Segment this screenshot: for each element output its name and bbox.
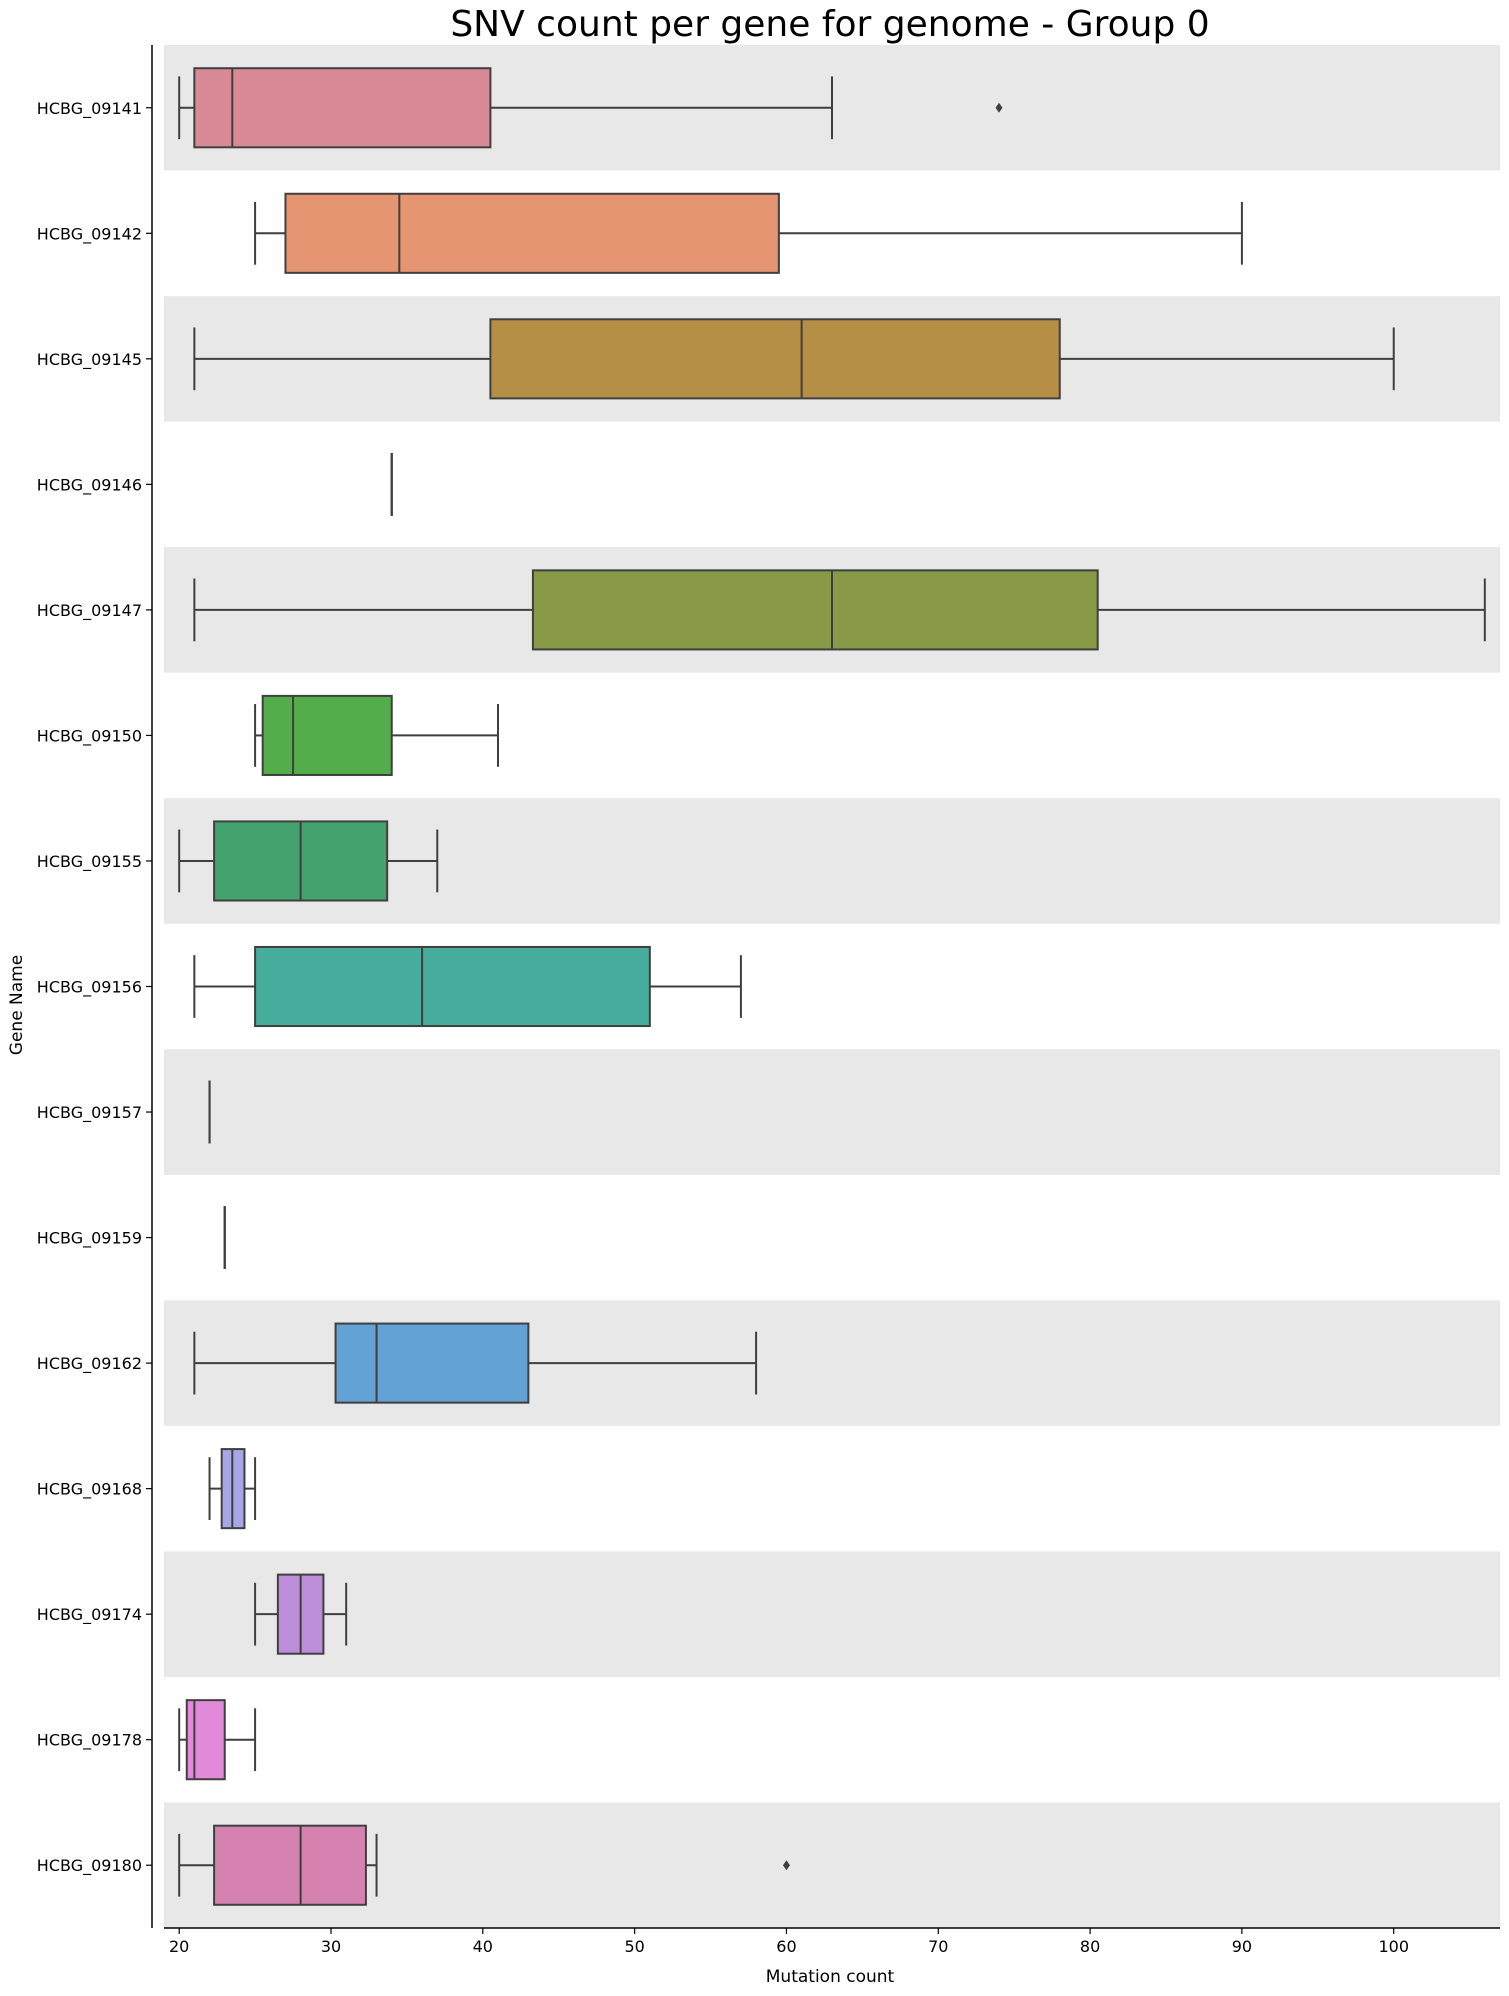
y-tick-label: HCBG_09168 (37, 1480, 142, 1500)
x-tick-label: 80 (1080, 1937, 1100, 1956)
y-tick-label: HCBG_09141 (37, 99, 142, 119)
box-hcbg-09147 (193, 569, 1486, 651)
box-iqr (334, 1322, 530, 1404)
x-tick-label: 50 (624, 1937, 644, 1956)
box-iqr (193, 67, 492, 149)
box-iqr (284, 192, 780, 274)
box-hcbg-09156 (193, 945, 742, 1028)
y-axis-label: Gene Name (7, 955, 27, 1055)
outlier-point (782, 1860, 790, 1871)
row-bands (164, 45, 1500, 1928)
y-tick-label: HCBG_09156 (37, 978, 142, 998)
x-tick-label: 60 (776, 1937, 796, 1956)
y-tick-label: HCBG_09180 (37, 1856, 142, 1876)
y-tick-label: HCBG_09145 (37, 350, 142, 370)
y-tick-label: HCBG_09147 (37, 601, 142, 621)
box-hcbg-09180 (178, 1824, 790, 1906)
box-hcbg-09162 (193, 1322, 758, 1404)
outlier-point (995, 102, 1003, 113)
box-hcbg-09174 (254, 1573, 348, 1655)
box-iqr (489, 318, 1061, 400)
box-hcbg-09178 (178, 1699, 257, 1781)
box-iqr (531, 569, 1099, 651)
box-iqr (254, 945, 651, 1028)
y-tick-label: HCBG_09174 (37, 1605, 142, 1625)
box-hcbg-09142 (254, 192, 1243, 274)
y-tick-label: HCBG_09162 (37, 1354, 142, 1374)
box-iqr (261, 694, 393, 776)
chart-title: SNV count per gene for genome - Group 0 (450, 4, 1209, 45)
row-band (164, 1049, 1500, 1175)
y-tick-label: HCBG_09146 (37, 475, 142, 495)
x-tick-label: 90 (1232, 1937, 1252, 1956)
y-tick-label: HCBG_09150 (37, 726, 142, 746)
x-tick-label: 30 (321, 1937, 341, 1956)
box-hcbg-09141 (178, 67, 1003, 149)
y-axis: HCBG_09141 HCBG_09142 HCBG_09145 HCBG_09146… (37, 45, 153, 1928)
box-iqr (185, 1699, 226, 1781)
x-axis-label: Mutation count (766, 1967, 895, 1987)
x-tick-label: 20 (169, 1937, 189, 1956)
x-axis: 20 30 40 50 60 70 80 90 100 (164, 1927, 1500, 1956)
y-tick-label: HCBG_09142 (37, 224, 142, 244)
y-tick-label: HCBG_09178 (37, 1731, 142, 1751)
box-hcbg-09150 (254, 694, 499, 776)
box-hcbg-09155 (178, 820, 439, 902)
y-tick-label: HCBG_09157 (37, 1103, 142, 1123)
x-tick-label: 70 (928, 1937, 948, 1956)
box-hcbg-09168 (208, 1448, 257, 1530)
box-iqr (213, 1824, 367, 1906)
box-hcbg-09145 (193, 318, 1395, 400)
row-band (164, 1802, 1500, 1928)
y-tick-label: HCBG_09159 (37, 1229, 142, 1249)
row-band (164, 1551, 1500, 1677)
x-tick-label: 100 (1378, 1937, 1409, 1956)
box-series (178, 67, 1486, 1906)
x-tick-label: 40 (473, 1937, 493, 1956)
y-tick-label: HCBG_09155 (37, 852, 142, 872)
